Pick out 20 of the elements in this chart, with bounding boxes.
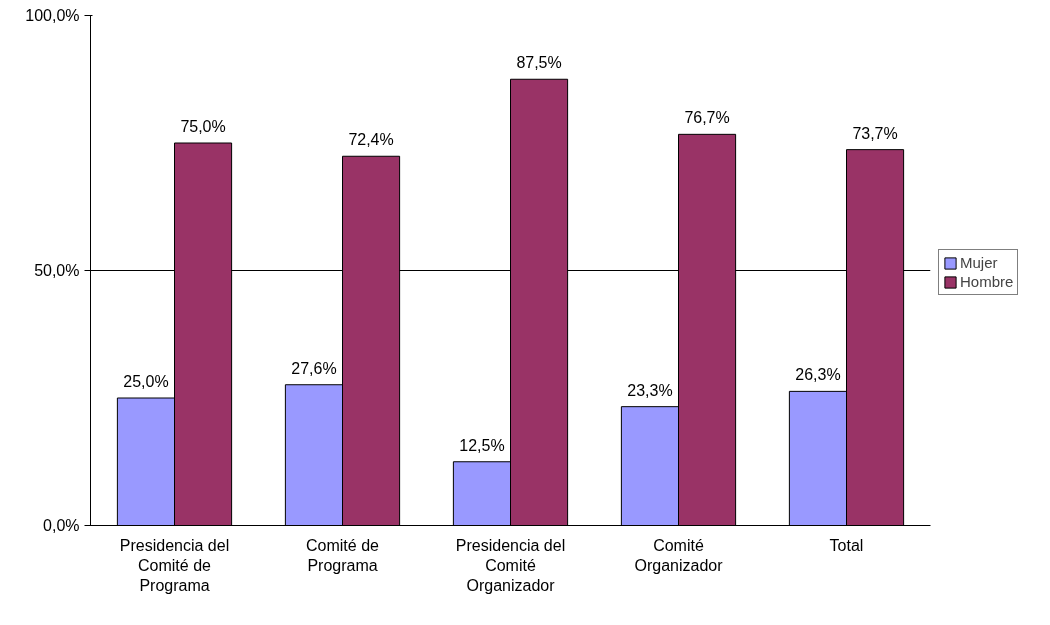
data-label: 87,5% <box>516 54 562 72</box>
data-label: 26,3% <box>795 366 841 384</box>
data-label: 12,5% <box>459 436 505 454</box>
x-tick-label: Total <box>829 536 864 554</box>
y-tick-label: 100,0% <box>25 7 80 24</box>
x-tick-label: Comité de Programa <box>306 536 380 574</box>
data-label: 73,7% <box>852 124 898 142</box>
data-label: 23,3% <box>627 381 673 399</box>
data-label: 72,4% <box>348 131 394 149</box>
legend-label: Mujer <box>960 254 998 271</box>
x-tick-label: Presidencia del Comité Organizador <box>455 536 566 595</box>
data-label: 25,0% <box>123 373 169 390</box>
y-tick-label: 0,0% <box>43 517 80 534</box>
data-label: 27,6% <box>291 359 337 377</box>
y-tick-label: 50,0% <box>34 262 80 279</box>
legend-label: Hombre <box>960 273 1014 290</box>
data-label: 75,0% <box>180 118 226 135</box>
data-label: 76,7% <box>684 109 730 127</box>
x-tick-label: Presidencia del Comité de Programa <box>119 536 230 595</box>
x-tick-label: Comité Organizador <box>634 536 724 574</box>
